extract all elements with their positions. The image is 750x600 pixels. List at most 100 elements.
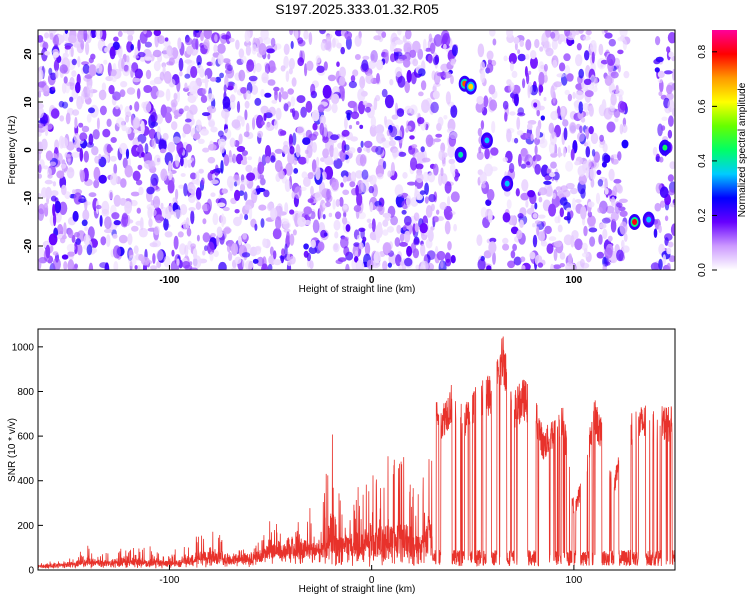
heatmap-cell <box>410 157 418 171</box>
heatmap-cell <box>163 106 172 114</box>
heatmap-cell <box>421 260 429 270</box>
heatmap-cell <box>139 57 146 62</box>
heatmap-cell <box>71 151 81 158</box>
heatmap-cell <box>371 218 376 232</box>
heatmap-cell <box>544 225 552 235</box>
heatmap-cell <box>610 154 619 159</box>
heatmap-cell <box>251 189 258 204</box>
heatmap-cell <box>416 193 424 201</box>
heatmap-cell <box>354 255 359 263</box>
heatmap-cell <box>253 246 262 255</box>
snr-y-tick-label: 600 <box>17 432 34 443</box>
heatmap-cell <box>176 89 180 103</box>
heatmap-cell <box>240 159 248 166</box>
heatmap-cell <box>191 38 198 50</box>
heatmap-cell <box>610 93 617 106</box>
heatmap-cell <box>273 119 279 130</box>
heatmap-cell <box>184 59 193 64</box>
heatmap-cell <box>224 63 231 70</box>
heatmap-cell <box>217 230 223 238</box>
heatmap-cell <box>412 58 419 67</box>
heatmap-cell <box>98 89 107 101</box>
heatmap-cell <box>52 203 56 217</box>
heatmap-cell <box>218 138 226 148</box>
heatmap-cell <box>126 87 136 95</box>
heatmap-cell <box>130 199 138 207</box>
heatmap-cell <box>280 87 284 93</box>
heatmap-cell <box>659 156 664 163</box>
heatmap-cell <box>127 233 133 246</box>
heatmap-cell <box>540 115 545 121</box>
heatmap-cell <box>143 30 147 35</box>
heatmap-cell <box>403 42 412 54</box>
heatmap-cell <box>202 218 207 225</box>
snr-y-tick-label: 0 <box>28 566 34 577</box>
heatmap-cell <box>192 255 202 269</box>
heatmap-cell <box>517 49 521 54</box>
heatmap-cell <box>185 37 193 46</box>
heatmap-cell <box>575 83 584 91</box>
heatmap-cell <box>406 69 412 83</box>
heatmap-cell <box>176 258 180 266</box>
heatmap-cell <box>112 106 121 117</box>
heatmap-cell <box>254 97 262 106</box>
heatmap-cell <box>598 43 604 56</box>
heatmap-cell <box>266 48 275 54</box>
heatmap-cell <box>658 225 662 234</box>
heatmap-cell <box>271 99 278 104</box>
heatmap-cell <box>447 144 455 158</box>
heatmap-cell <box>483 95 489 108</box>
heatmap-cell <box>359 124 364 129</box>
heatmap-cell <box>506 128 512 143</box>
heatmap-cell <box>583 78 592 86</box>
colorbar-gradient <box>712 30 737 270</box>
heatmap-cell <box>49 32 54 40</box>
heatmap-cell <box>538 214 546 219</box>
heatmap-cell <box>288 133 293 145</box>
heatmap-cell <box>477 258 486 270</box>
heatmap-cell <box>369 201 374 213</box>
heatmap-cell <box>257 161 265 175</box>
heatmap-cell <box>333 147 339 161</box>
heatmap-cell <box>387 170 393 178</box>
heatmap-cell <box>442 33 451 47</box>
heatmap-cell <box>528 70 532 75</box>
heatmap-cell <box>72 210 79 222</box>
heatmap-cell <box>443 43 447 50</box>
heatmap-cell <box>369 124 378 137</box>
heatmap-cell <box>502 212 511 223</box>
heatmap-cell <box>610 211 620 222</box>
heatmap-cell <box>403 58 411 68</box>
heatmap-cell <box>361 169 369 181</box>
heatmap-cell <box>303 243 309 250</box>
heatmap-cell <box>433 163 439 176</box>
heatmap-cell <box>583 225 588 237</box>
heatmap-cell <box>297 37 304 44</box>
heatmap-cell <box>72 189 76 195</box>
heatmap-cell <box>88 133 94 146</box>
heatmap-cell <box>585 30 592 36</box>
heatmap-cell <box>331 103 338 114</box>
heatmap-cell <box>428 194 436 203</box>
heatmap-cell <box>44 32 50 39</box>
heatmap-cell <box>60 163 67 169</box>
heatmap-cell <box>550 110 559 121</box>
heatmap-cell <box>521 265 526 270</box>
heatmap-cell <box>135 220 143 226</box>
heatmap-cell <box>367 60 377 70</box>
heatmap-cell <box>409 104 418 116</box>
heatmap-cell <box>67 228 74 239</box>
heatmap-cell <box>339 66 346 79</box>
heatmap-cell <box>98 156 107 168</box>
heatmap-cell <box>38 106 44 119</box>
heatmap-cell <box>421 157 431 163</box>
heatmap-cell <box>232 153 237 164</box>
heatmap-cell <box>593 151 600 163</box>
heatmap-cell <box>534 220 542 225</box>
heatmap-cell <box>233 83 238 93</box>
heatmap-cell <box>145 69 152 80</box>
heatmap-cell <box>538 84 544 93</box>
heatmap-cell <box>310 83 316 96</box>
heatmap-cell <box>508 84 512 92</box>
heatmap-cell <box>67 251 75 257</box>
